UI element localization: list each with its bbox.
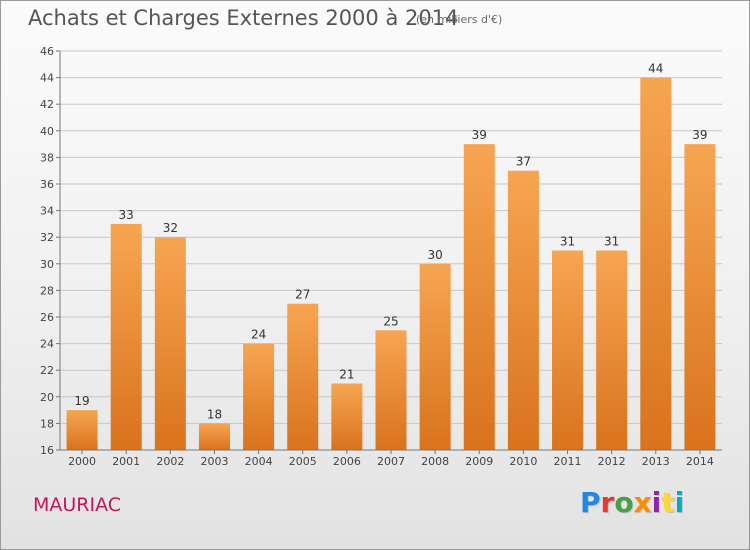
data-label: 27 (295, 288, 310, 302)
y-tick-label: 32 (40, 231, 54, 244)
bar-2001 (110, 223, 142, 450)
y-tick-label: 46 (40, 45, 54, 58)
logo-letter: r (600, 486, 615, 519)
y-tick-label: 26 (40, 311, 54, 324)
x-tick-label: 2004 (245, 455, 273, 468)
y-tick-label: 36 (40, 178, 54, 191)
y-tick-label: 42 (40, 98, 54, 111)
data-label: 25 (383, 314, 398, 328)
y-tick-label: 20 (40, 391, 54, 404)
data-labels: 19 33 32 18 24 27 21 25 30 39 37 31 31 44 39 (74, 62, 707, 422)
x-axis-ticks: 2000 2001 2002 2003 2004 2005 2006 2007 2008 2009… (68, 450, 714, 468)
axes (59, 51, 722, 451)
y-tick-label: 44 (40, 72, 54, 85)
bar-2012 (596, 250, 628, 450)
data-label: 19 (74, 394, 89, 408)
x-tick-label: 2000 (68, 455, 96, 468)
logo-letter: t (661, 486, 675, 519)
bar-2013 (640, 77, 672, 450)
bar-2010 (507, 170, 539, 450)
bar-2006 (331, 383, 363, 450)
y-tick-label: 30 (40, 258, 54, 271)
bar-2008 (419, 263, 451, 450)
proxiti-logo[interactable]: Proxiti (580, 486, 684, 519)
y-tick-label: 40 (40, 125, 54, 138)
bar-2007 (375, 330, 407, 450)
x-tick-label: 2010 (509, 455, 537, 468)
data-label: 30 (427, 248, 442, 262)
x-tick-label: 2008 (421, 455, 449, 468)
x-tick-label: 2007 (377, 455, 405, 468)
data-label: 21 (339, 368, 354, 382)
bar-2004 (243, 343, 275, 450)
y-tick-label: 34 (40, 205, 54, 218)
y-tick-label: 22 (40, 364, 54, 377)
x-tick-label: 2014 (686, 455, 714, 468)
data-label: 39 (692, 128, 707, 142)
logo-letter: x (633, 486, 652, 519)
commune-name: MAURIAC (33, 494, 122, 516)
data-label: 18 (207, 407, 222, 421)
x-tick-label: 2003 (200, 455, 228, 468)
x-tick-label: 2009 (465, 455, 493, 468)
bar-2011 (552, 250, 584, 450)
x-tick-label: 2002 (156, 455, 184, 468)
chart-unit: (en milliers d'€) (416, 13, 503, 26)
y-axis-ticks: 16 18 20 22 24 26 28 30 32 34 36 38 40 42 44 46 (40, 45, 60, 457)
x-tick-label: 2001 (112, 455, 140, 468)
logo-letter: i (674, 486, 685, 519)
x-tick-label: 2005 (289, 455, 317, 468)
bar-2005 (287, 303, 319, 450)
y-tick-label: 18 (40, 417, 54, 430)
y-tick-label: 28 (40, 284, 54, 297)
x-tick-label: 2013 (642, 455, 670, 468)
data-label: 44 (648, 62, 663, 76)
y-tick-label: 24 (40, 338, 54, 351)
bars (66, 77, 716, 450)
data-label: 31 (560, 235, 575, 249)
bar-2014 (684, 144, 716, 450)
x-tick-label: 2012 (598, 455, 626, 468)
data-label: 32 (163, 221, 178, 235)
data-label: 24 (251, 328, 266, 342)
bar-2009 (463, 144, 495, 450)
logo-letter: o (614, 486, 634, 519)
data-label: 31 (604, 235, 619, 249)
y-tick-label: 16 (40, 444, 54, 457)
bar-2003 (198, 423, 230, 450)
data-label: 37 (516, 155, 531, 169)
logo-letter: P (580, 486, 601, 519)
data-label: 33 (119, 208, 134, 222)
y-tick-label: 38 (40, 151, 54, 164)
logo-letter: i (651, 486, 662, 519)
chart-title: Achats et Charges Externes 2000 à 2014 (28, 6, 459, 30)
bar-2002 (154, 237, 186, 450)
data-label: 39 (472, 128, 487, 142)
x-tick-label: 2011 (554, 455, 582, 468)
bar-2000 (66, 410, 98, 450)
x-tick-label: 2006 (333, 455, 361, 468)
